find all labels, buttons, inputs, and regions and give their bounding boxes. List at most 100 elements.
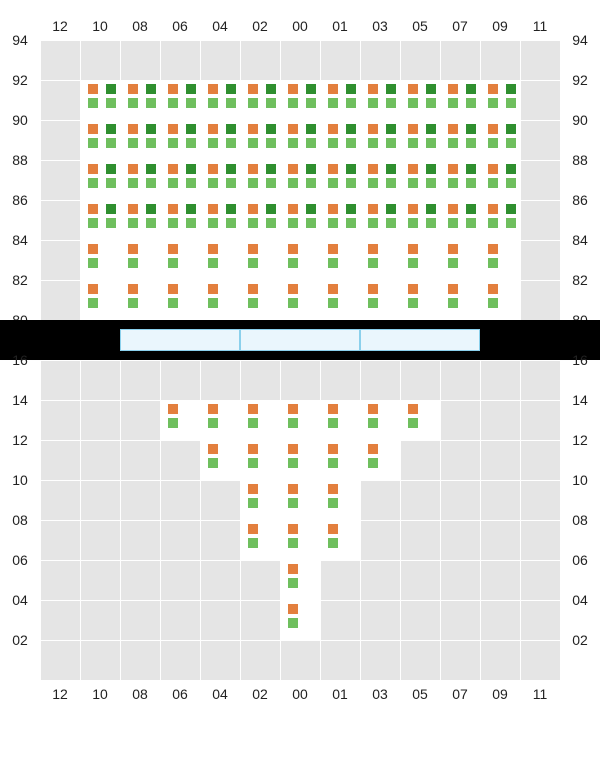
seat-slot[interactable] xyxy=(240,240,280,280)
seat-slot[interactable] xyxy=(160,400,200,440)
seat-slot[interactable] xyxy=(440,120,480,160)
seat-slot[interactable] xyxy=(440,80,480,120)
seat-slot[interactable] xyxy=(440,200,480,240)
seat-slot[interactable] xyxy=(200,400,240,440)
seat-slot[interactable] xyxy=(240,400,280,440)
seat-slot[interactable] xyxy=(400,80,440,120)
seat-slot[interactable] xyxy=(200,80,240,120)
seat-slot[interactable] xyxy=(320,480,360,520)
seat-slot[interactable] xyxy=(240,440,280,480)
seat-slot[interactable] xyxy=(160,120,200,160)
seat-slot[interactable] xyxy=(240,80,280,120)
seat-slot[interactable] xyxy=(280,160,320,200)
stage-section[interactable] xyxy=(240,329,360,351)
seat-slot[interactable] xyxy=(480,80,520,120)
seat-slot[interactable] xyxy=(280,440,320,480)
seat-slot[interactable] xyxy=(240,280,280,320)
seat-slot[interactable] xyxy=(320,440,360,480)
seat-slot[interactable] xyxy=(320,80,360,120)
seat-slot[interactable] xyxy=(440,160,480,200)
stage-section[interactable] xyxy=(120,329,240,351)
seat-slot[interactable] xyxy=(280,400,320,440)
seat-marker xyxy=(146,98,156,108)
seat-marker xyxy=(146,164,156,174)
seat-slot[interactable] xyxy=(200,160,240,200)
seat-slot[interactable] xyxy=(360,400,400,440)
seat-slot[interactable] xyxy=(160,160,200,200)
seat-slot[interactable] xyxy=(440,280,480,320)
seat-slot[interactable] xyxy=(320,160,360,200)
seat-marker xyxy=(186,98,196,108)
lower-seating-grid[interactable] xyxy=(40,360,560,680)
seat-slot[interactable] xyxy=(200,240,240,280)
seat-slot[interactable] xyxy=(360,280,400,320)
seat-marker xyxy=(408,84,418,94)
seat-slot[interactable] xyxy=(80,200,120,240)
seat-slot[interactable] xyxy=(120,200,160,240)
seat-slot[interactable] xyxy=(160,200,200,240)
seat-marker xyxy=(368,444,378,454)
seat-slot[interactable] xyxy=(280,480,320,520)
seat-slot[interactable] xyxy=(400,280,440,320)
seat-slot[interactable] xyxy=(80,160,120,200)
seat-slot[interactable] xyxy=(440,240,480,280)
seat-slot[interactable] xyxy=(80,80,120,120)
seat-slot[interactable] xyxy=(240,480,280,520)
seat-slot[interactable] xyxy=(240,520,280,560)
seat-slot[interactable] xyxy=(400,160,440,200)
upper-seating-grid[interactable] xyxy=(40,40,560,320)
seat-slot[interactable] xyxy=(280,560,320,600)
seat-slot[interactable] xyxy=(240,160,280,200)
seat-slot[interactable] xyxy=(280,600,320,640)
seat-slot[interactable] xyxy=(400,200,440,240)
seat-slot[interactable] xyxy=(120,120,160,160)
seat-marker xyxy=(208,418,218,428)
seat-slot[interactable] xyxy=(320,400,360,440)
seat-slot[interactable] xyxy=(160,280,200,320)
seat-slot[interactable] xyxy=(480,120,520,160)
seat-slot[interactable] xyxy=(480,240,520,280)
seat-slot[interactable] xyxy=(480,160,520,200)
seat-slot[interactable] xyxy=(400,240,440,280)
seat-slot[interactable] xyxy=(280,200,320,240)
seat-slot[interactable] xyxy=(280,520,320,560)
seat-slot[interactable] xyxy=(160,80,200,120)
seat-slot[interactable] xyxy=(320,280,360,320)
seat-slot[interactable] xyxy=(160,240,200,280)
seat-slot[interactable] xyxy=(360,120,400,160)
seat-slot[interactable] xyxy=(320,200,360,240)
seat-slot[interactable] xyxy=(80,120,120,160)
seat-slot[interactable] xyxy=(120,240,160,280)
seat-slot[interactable] xyxy=(240,120,280,160)
seat-slot[interactable] xyxy=(400,120,440,160)
seat-slot[interactable] xyxy=(120,280,160,320)
seat-slot[interactable] xyxy=(360,200,400,240)
seat-slot[interactable] xyxy=(280,280,320,320)
seat-slot[interactable] xyxy=(360,240,400,280)
seat-slot[interactable] xyxy=(240,200,280,240)
seat-slot[interactable] xyxy=(80,240,120,280)
seat-slot[interactable] xyxy=(480,200,520,240)
seat-slot[interactable] xyxy=(200,440,240,480)
seat-slot[interactable] xyxy=(320,520,360,560)
seat-slot[interactable] xyxy=(480,280,520,320)
seat-slot[interactable] xyxy=(200,120,240,160)
seat-slot[interactable] xyxy=(120,160,160,200)
seat-slot[interactable] xyxy=(400,400,440,440)
seat-slot[interactable] xyxy=(80,280,120,320)
seat-marker xyxy=(266,124,276,134)
seat-slot[interactable] xyxy=(280,120,320,160)
seat-slot[interactable] xyxy=(360,80,400,120)
seat-marker xyxy=(186,84,196,94)
seat-slot[interactable] xyxy=(360,160,400,200)
seat-slot[interactable] xyxy=(120,80,160,120)
stage-section[interactable] xyxy=(360,329,480,351)
seat-slot[interactable] xyxy=(200,200,240,240)
seat-slot[interactable] xyxy=(360,440,400,480)
seat-slot[interactable] xyxy=(200,280,240,320)
seat-slot[interactable] xyxy=(280,240,320,280)
seat-slot[interactable] xyxy=(320,120,360,160)
bottom-x-axis: 12100806040200010305070911 xyxy=(0,680,600,720)
seat-slot[interactable] xyxy=(320,240,360,280)
seat-slot[interactable] xyxy=(280,80,320,120)
